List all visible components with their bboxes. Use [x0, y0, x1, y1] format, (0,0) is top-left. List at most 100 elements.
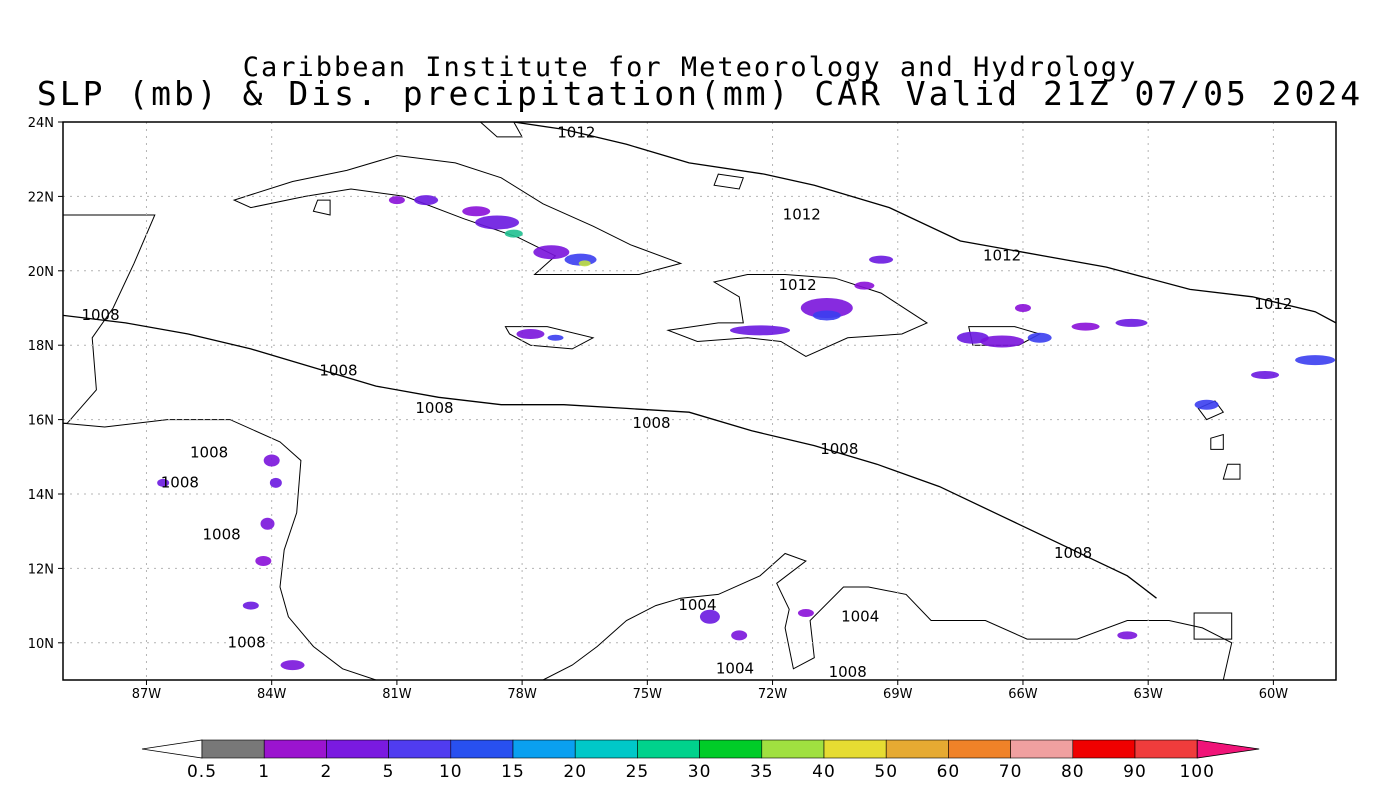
contour-label: 1008 — [161, 473, 199, 491]
x-tick-label: 63W — [1133, 687, 1163, 702]
chart-title: Caribbean Institute for Meteorology and … — [242, 52, 1138, 83]
contour-label: 1012 — [778, 276, 816, 294]
contour-label: 1012 — [557, 124, 595, 142]
precip-cell — [533, 245, 570, 260]
colorbar-label: 20 — [563, 762, 587, 782]
colorbar-label: 5 — [383, 762, 395, 782]
axis-tick-labels: 87W 84W 81W 78W 75W 72W 69W 66W 63W 60W 24N 22N 20N 1… — [28, 116, 1289, 702]
colorbar-segment — [388, 739, 452, 759]
coastline-7 — [1193, 612, 1233, 640]
colorbar-label: 50 — [874, 762, 898, 782]
colorbar-label: 60 — [937, 762, 961, 782]
precip-cell — [1251, 370, 1280, 379]
coastline-9 — [1210, 433, 1224, 450]
colorbar-segment — [1010, 739, 1074, 759]
map-frame — [62, 121, 1337, 681]
colorbar-label: 15 — [501, 762, 525, 782]
colorbar-label: 0.5 — [187, 762, 217, 782]
coastline-1 — [504, 326, 595, 350]
precip-cell — [462, 206, 491, 217]
isobar-contours — [63, 122, 1336, 599]
contour-label: 1012 — [1254, 295, 1292, 313]
colorbar-segment — [699, 739, 763, 759]
coastline-6 — [542, 552, 1233, 680]
colorbar-segment — [823, 739, 887, 759]
contour-label: 1008 — [829, 663, 867, 681]
contour-label: 1008 — [190, 444, 228, 462]
colorbar-label: 90 — [1123, 762, 1147, 782]
colorbar-label: 1 — [258, 762, 270, 782]
precip-cell — [1071, 322, 1100, 331]
contour-label: 1012 — [783, 206, 821, 224]
precip-cell — [800, 298, 853, 318]
precip-cell — [730, 325, 791, 336]
y-tick-label: 18N — [28, 339, 54, 354]
colorbar-segment — [1072, 739, 1136, 759]
colorbar-segment — [450, 739, 514, 759]
contour-label: 1004 — [678, 596, 716, 614]
contour-label: 1008 — [81, 306, 119, 324]
precip-cell — [1014, 304, 1031, 312]
contour-label: 1004 — [716, 659, 754, 677]
precip-cell — [1295, 355, 1336, 366]
precip-cell — [980, 335, 1025, 348]
colorbar-label: 70 — [999, 762, 1023, 782]
precip-cell — [157, 478, 170, 487]
precip-cell — [475, 215, 520, 230]
precip-cell — [578, 260, 591, 267]
colorbar-segment — [263, 739, 327, 759]
precip-cell — [812, 310, 841, 321]
precip-cell — [280, 660, 305, 671]
contour-labels: 1012 1012 1012 1012 1012 1008 1008 1008 1008 1008… — [81, 124, 1292, 681]
colorbar-label: 2 — [320, 762, 332, 782]
colorbar-segment — [1134, 739, 1198, 759]
contour-label: 1008 — [228, 633, 266, 651]
x-tick-label: 60W — [1259, 687, 1289, 702]
x-tick-label: 84W — [257, 687, 287, 702]
precip-cell — [1117, 631, 1138, 640]
precip-cell — [263, 454, 280, 467]
coastline-10 — [1222, 463, 1241, 480]
colorbar-segment — [948, 739, 1011, 759]
coastline-2 — [666, 274, 929, 357]
colorbar-over-triangle — [1196, 739, 1260, 759]
colorbar-segment — [512, 739, 576, 759]
colorbar: 0.5 1 2 5 10 15 20 25 30 35 40 50 60 70 80 90 100 — [141, 739, 1260, 782]
precip-cell — [504, 229, 523, 238]
coastline-11 — [713, 173, 744, 190]
y-tick-label: 14N — [28, 488, 54, 503]
lat-lon-grid — [63, 122, 1336, 680]
isobar-1012 — [513, 122, 1336, 324]
colorbar-label: 40 — [812, 762, 836, 782]
contour-label: 1012 — [983, 246, 1021, 264]
precip-cell — [260, 517, 275, 530]
contour-label: 1008 — [203, 525, 241, 543]
colorbar-label: 10 — [439, 762, 463, 782]
precip-cell — [547, 334, 564, 341]
precip-cell — [269, 477, 282, 488]
y-tick-label: 16N — [28, 414, 54, 429]
coastlines — [63, 122, 1241, 680]
coastline-0 — [232, 154, 683, 275]
coastline-4 — [63, 214, 156, 424]
chart-subtitle: SLP (mb) & Dis. precipitation(mm) CAR Va… — [36, 74, 1364, 113]
colorbar-label: 35 — [750, 762, 774, 782]
colorbar-label: 100 — [1179, 762, 1214, 782]
y-tick-label: 24N — [28, 116, 54, 131]
precip-cell — [388, 196, 405, 205]
contour-label: 1008 — [632, 414, 670, 432]
colorbar-segment — [885, 739, 949, 759]
precip-cell — [869, 255, 894, 264]
colorbar-label: 80 — [1061, 762, 1085, 782]
x-tick-label: 81W — [382, 687, 412, 702]
isobar-1008 — [63, 314, 1157, 599]
y-tick-label: 20N — [28, 265, 54, 280]
precip-cell — [731, 630, 748, 641]
y-tick-label: 22N — [28, 190, 54, 205]
precip-cell — [516, 329, 545, 340]
x-tick-label: 75W — [633, 687, 663, 702]
colorbar-segment — [201, 739, 265, 759]
precip-cell — [699, 609, 720, 624]
x-tick-label: 87W — [132, 687, 162, 702]
